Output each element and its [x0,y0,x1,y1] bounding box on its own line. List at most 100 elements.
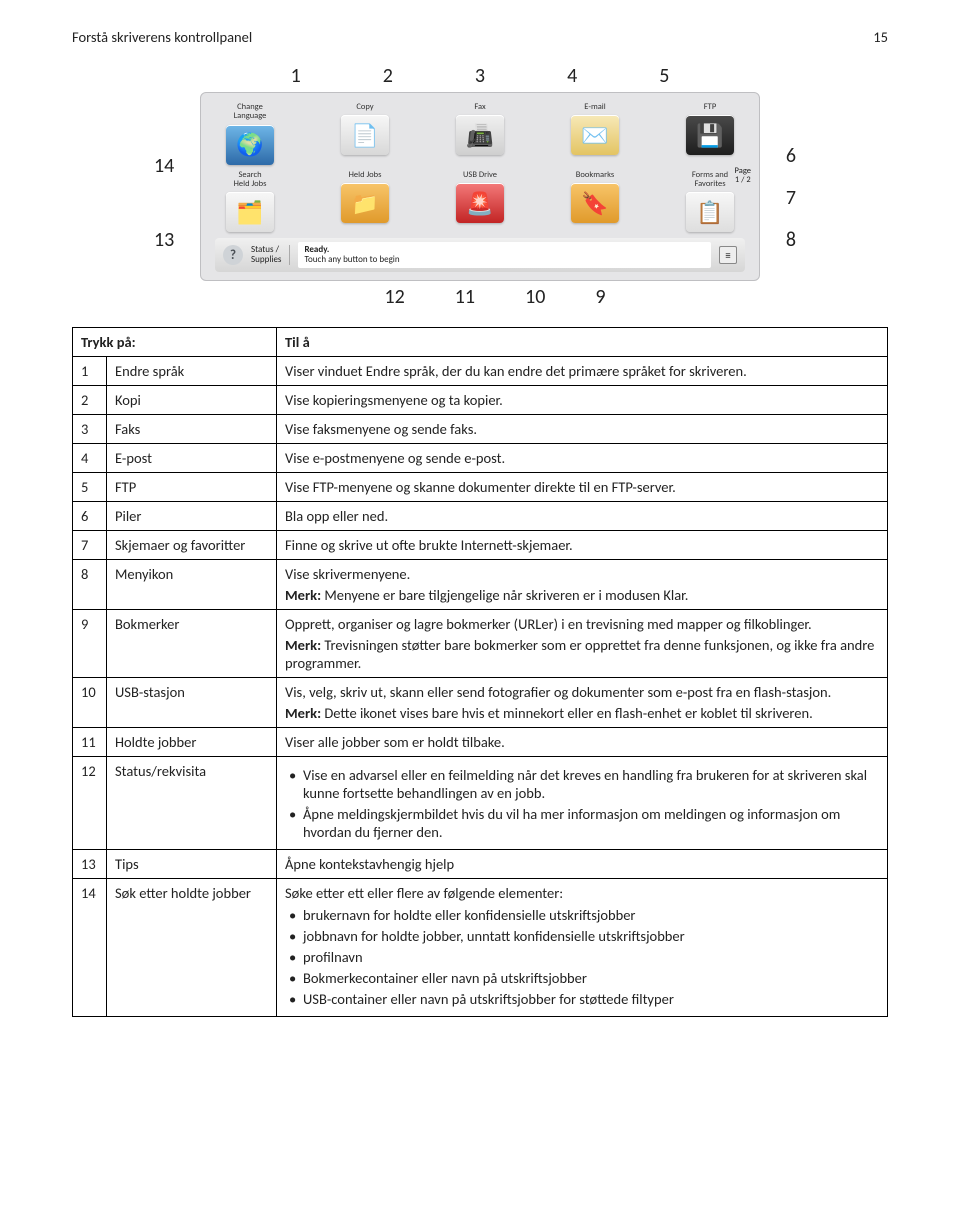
page-title: Forstå skriverens kontrollpanel [72,28,252,46]
table-row: 10USB-stasjonVis, velg, skriv ut, skann … [73,678,888,728]
page-number: 15 [873,28,888,46]
row-number: 6 [73,502,107,531]
callout-4: 4 [567,64,577,88]
desc-line: Merk: Dette ikonet vises bare hvis et mi… [285,704,879,722]
table-row: 4E-postVise e-postmenyene og sende e-pos… [73,444,888,473]
bullet-item: Bokmerkecontainer eller navn på utskrift… [303,969,879,987]
touchscreen-icon[interactable]: Bookmarks🔖 [560,171,630,233]
bullet-item: profilnavn [303,948,879,966]
touchscreen-icon[interactable]: Held Jobs 📁 [330,171,400,233]
touchscreen-icon-glyph: 📋 [686,192,734,232]
row-number: 1 [73,357,107,386]
desc-line: Finne og skrive ut ofte brukte Internett… [285,536,879,554]
desc-line: Viser vinduet Endre språk, der du kan en… [285,362,879,380]
desc-line: Vise faksmenyene og sende faks. [285,420,879,438]
row-description: Vis, velg, skriv ut, skann eller send fo… [277,678,888,728]
touchscreen-icon-glyph: 📄 [341,115,389,155]
touchscreen-icon-label: Held Jobs [349,171,382,180]
status-bar: ? Status / Supplies Ready. Touch any but… [215,238,745,272]
touchscreen-icon[interactable]: Search Held Jobs🗂️ [215,171,285,233]
table-row: 11Holdte jobberViser alle jobber som er … [73,728,888,757]
row-description: Viser alle jobber som er holdt tilbake. [277,728,888,757]
row-feature-name: Tips [107,850,277,879]
touchscreen-icon-label: Change Language [234,103,267,122]
callouts-bottom: 12 11 10 9 [200,285,760,309]
page-header: Forstå skriverens kontrollpanel 15 [72,28,888,46]
desc-line: Søke etter ett eller flere av følgende e… [285,884,879,902]
definitions-table: Trykk på: Til å 1Endre språkViser vindue… [72,327,888,1017]
touchscreen-icon[interactable]: Change Language🌍 [215,103,285,165]
help-icon[interactable]: ? [223,245,243,265]
row-number: 9 [73,610,107,678]
row-number: 14 [73,879,107,1017]
table-row: 7Skjemaer og favoritterFinne og skrive u… [73,531,888,560]
touchscreen-icon[interactable]: E-mail ✉️ [560,103,630,165]
status-supplies-label[interactable]: Status / Supplies [251,245,281,265]
row-description: Opprett, organiser og lagre bokmerker (U… [277,610,888,678]
row-description: Søke etter ett eller flere av følgende e… [277,879,888,1017]
desc-line: Opprett, organiser og lagre bokmerker (U… [285,615,879,633]
touchscreen-icon-glyph: ✉️ [571,115,619,155]
status-touch: Touch any button to begin [304,255,705,265]
desc-line: Merk: Trevisningen støtter bare bokmerke… [285,636,879,672]
row-number: 12 [73,757,107,850]
touchscreen-icon-label: E-mail [584,103,605,112]
row-feature-name: Skjemaer og favoritter [107,531,277,560]
bullet-list: brukernavn for holdte eller konfidensiel… [285,906,879,1008]
table-row: 8MenyikonVise skrivermenyene.Merk: Menye… [73,560,888,610]
touchscreen-icon-glyph: 📁 [341,183,389,223]
row-description: Finne og skrive ut ofte brukte Internett… [277,531,888,560]
bullet-item: brukernavn for holdte eller konfidensiel… [303,906,879,924]
touchscreen-icon-glyph: 📠 [456,115,504,155]
desc-line: Bla opp eller ned. [285,507,879,525]
callout-6: 6 [786,144,796,168]
desc-line: Vise kopieringsmenyene og ta kopier. [285,391,879,409]
row-number: 5 [73,473,107,502]
table-row: 1Endre språk Viser vinduet Endre språk, d… [73,357,888,386]
bullet-item: Vise en advarsel eller en feilmelding nå… [303,766,879,802]
touchscreen-icon[interactable]: USB Drive 🚨 [445,171,515,233]
col-header-til: Til å [277,328,888,357]
callout-5: 5 [659,64,669,88]
touchscreen-icon[interactable]: Copy 📄 [330,103,400,165]
control-panel-diagram: 14 13 6 7 8 1 2 3 4 5 Change Language🌍Co… [200,64,760,309]
callout-2: 2 [383,64,393,88]
touchscreen-icon[interactable]: Fax📠 [445,103,515,165]
table-row: 5FTPVise FTP-menyene og skanne dokumente… [73,473,888,502]
row-feature-name: Endre språk [107,357,277,386]
touchscreen-icon-label: Copy [356,103,373,112]
row-number: 4 [73,444,107,473]
printer-touchscreen: Change Language🌍Copy📄Fax📠E-mail✉️FTP💾 Pa… [200,92,760,281]
table-row: 12Status/rekvisita Vise en advarsel eller… [73,757,888,850]
table-row: 3FaksVise faksmenyene og sende faks. [73,415,888,444]
table-row: 14Søk etter holdte jobberSøke etter ett … [73,879,888,1017]
touchscreen-icon-label: USB Drive [463,171,497,180]
bullet-item: jobbnavn for holdte jobber, unntatt konf… [303,927,879,945]
row-number: 13 [73,850,107,879]
row-feature-name: USB-stasjon [107,678,277,728]
callouts-right: 6 7 8 [786,144,796,252]
callout-1: 1 [291,64,301,88]
row-feature-name: Status/rekvisita [107,757,277,850]
table-row: 2KopiVise kopieringsmenyene og ta kopier… [73,386,888,415]
callout-9: 9 [595,285,605,309]
row-feature-name: Holdte jobber [107,728,277,757]
callouts-top: 1 2 3 4 5 [200,64,760,88]
touchscreen-icon-glyph: 🔖 [571,183,619,223]
row-description: Bla opp eller ned. [277,502,888,531]
bullet-list: Vise en advarsel eller en feilmelding nå… [285,766,879,841]
callout-14: 14 [154,154,174,178]
desc-line: Vise FTP-menyene og skanne dokumenter di… [285,478,879,496]
touchscreen-icon[interactable]: FTP💾 [675,103,745,165]
row-feature-name: Kopi [107,386,277,415]
touchscreen-icon-label: Forms and Favorites [692,171,728,190]
divider [289,245,290,265]
desc-line: Åpne kontekstavhengig hjelp [285,855,879,873]
row-feature-name: E-post [107,444,277,473]
desc-line: Vis, velg, skriv ut, skann eller send fo… [285,683,879,701]
touchscreen-icon-glyph: 🚨 [456,183,504,223]
callout-8: 8 [786,228,796,252]
menu-icon[interactable]: ≡ [719,246,737,264]
row-description: Viser vinduet Endre språk, der du kan en… [277,357,888,386]
row-feature-name: Bokmerker [107,610,277,678]
